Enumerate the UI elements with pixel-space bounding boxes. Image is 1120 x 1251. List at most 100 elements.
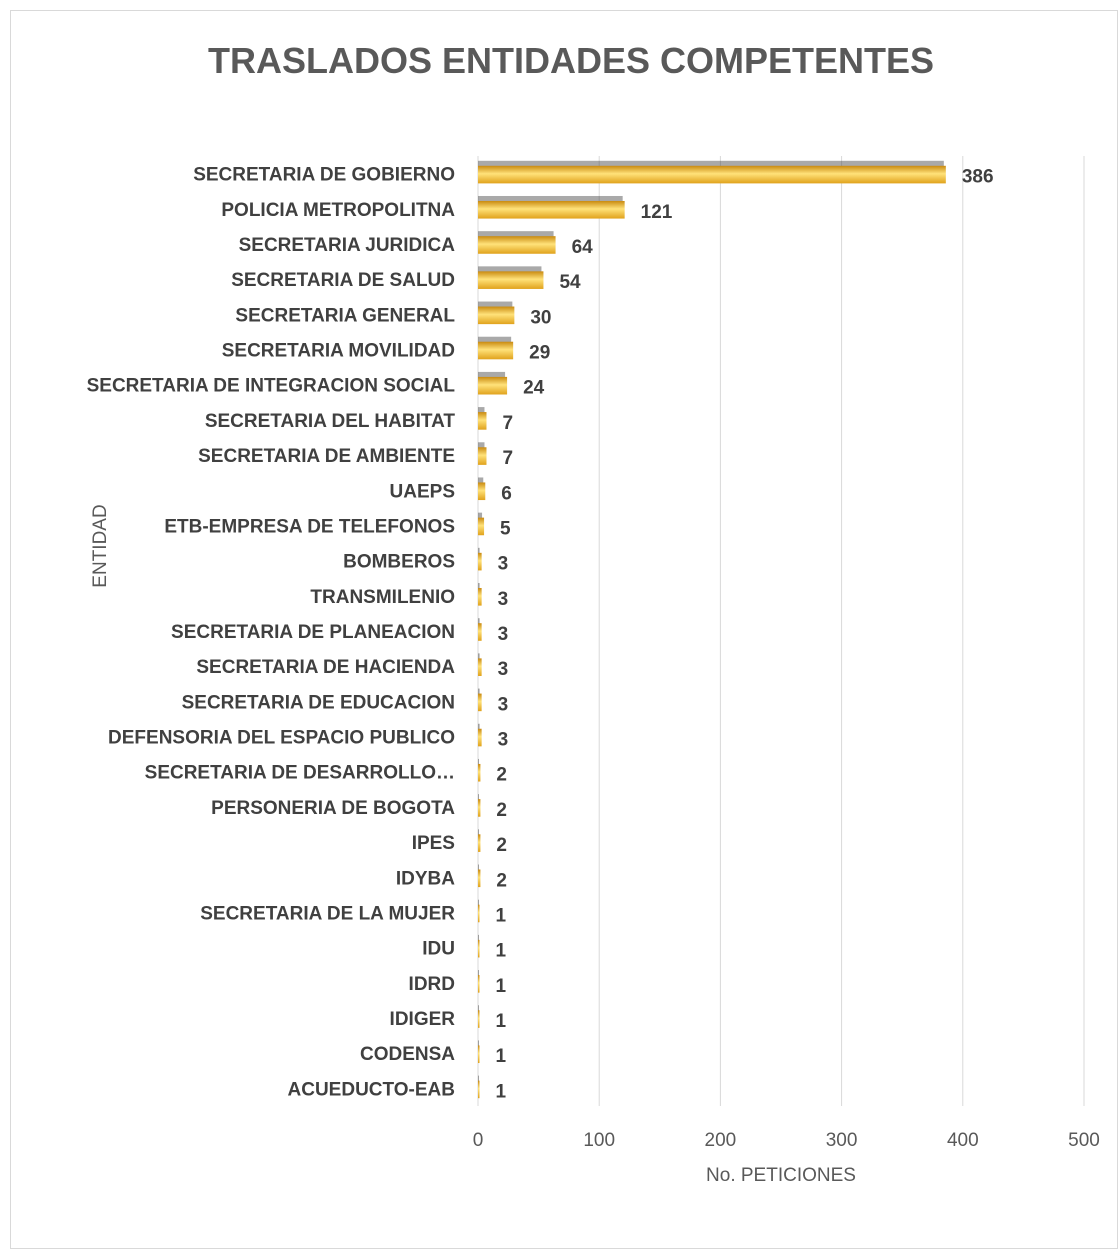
- data-label: 1: [496, 905, 507, 926]
- bar-chart: TRASLADOS ENTIDADES COMPETENTES SECRETAR…: [87, 40, 1100, 1186]
- bar: [478, 693, 482, 712]
- x-tick-labels: 0 100 200 300 400 500: [473, 1130, 1100, 1151]
- data-label: 3: [498, 589, 509, 610]
- bar-shadow: [478, 160, 944, 170]
- x-tick-label: 0: [473, 1130, 484, 1151]
- bar-shadow: [478, 864, 479, 874]
- bar-shadow: [478, 970, 479, 979]
- data-label: 7: [502, 413, 513, 434]
- category-label: ACUEDUCTO-EAB: [288, 1079, 455, 1100]
- bar: [478, 939, 480, 958]
- bar: [478, 904, 480, 923]
- category-label: SECRETARIA DE LA MUJER: [200, 903, 455, 924]
- bar-shadow: [478, 899, 479, 909]
- gridlines: [477, 156, 1085, 1106]
- data-label: 54: [559, 272, 581, 293]
- data-label: 1: [496, 1046, 507, 1067]
- bar: [478, 482, 486, 501]
- bar: [478, 447, 487, 465]
- data-labels: 386 121 64 54 30 29 24 7 7 6 5 3 3 3 3 3 3 2 2 2 2 1 1 1 1 1 1: [496, 167, 994, 1103]
- bar-shadow: [478, 723, 480, 733]
- data-label: 7: [502, 448, 513, 469]
- bar: [478, 799, 481, 817]
- bar: [478, 376, 508, 395]
- bar: [478, 341, 514, 360]
- x-tick-label: 300: [826, 1130, 858, 1151]
- category-label: IDIGER: [390, 1009, 456, 1030]
- data-label: 2: [496, 800, 507, 821]
- x-axis-title: No. PETICIONES: [706, 1165, 856, 1186]
- bar: [478, 200, 625, 219]
- category-label: ETB-EMPRESA DE TELEFONOS: [164, 516, 455, 537]
- x-tick-label: 200: [705, 1130, 737, 1151]
- bar: [478, 1010, 480, 1028]
- data-label: 3: [498, 554, 509, 575]
- bar-shadow: [478, 407, 485, 416]
- category-label: IDRD: [409, 974, 455, 995]
- bar: [478, 728, 482, 747]
- category-label: SECRETARIA DE HACIENDA: [196, 657, 455, 678]
- data-label: 3: [498, 730, 509, 751]
- data-label: 3: [498, 694, 509, 715]
- bar-shadow: [478, 1005, 479, 1015]
- bar-shadow: [478, 934, 479, 944]
- y-axis-title: ENTIDAD: [90, 504, 111, 587]
- chart-frame: TRASLADOS ENTIDADES COMPETENTES SECRETAR…: [10, 10, 1118, 1249]
- bar: [478, 306, 515, 325]
- data-label: 6: [501, 483, 512, 504]
- data-label: 1: [496, 1011, 507, 1032]
- bar: [478, 1080, 480, 1099]
- data-label: 2: [496, 835, 507, 856]
- category-label: IDU: [422, 939, 455, 960]
- bar-shadow: [478, 1040, 479, 1050]
- bar: [478, 552, 482, 571]
- x-tick-label: 100: [583, 1130, 615, 1151]
- category-label: TRANSMILENIO: [310, 587, 455, 608]
- bar: [478, 975, 480, 993]
- category-label: DEFENSORIA DEL ESPACIO PUBLICO: [108, 728, 455, 749]
- bar-shadow: [478, 653, 480, 663]
- category-label: CODENSA: [360, 1044, 455, 1065]
- category-label: SECRETARIA DE INTEGRACION SOCIAL: [87, 376, 456, 397]
- data-label: 1: [496, 1081, 507, 1102]
- bar-shadow: [478, 371, 506, 381]
- data-label: 2: [496, 870, 507, 891]
- category-labels: SECRETARIA DE GOBIERNO POLICIA METROPOLIT…: [87, 165, 456, 1101]
- category-label: PERSONERIA DE BOGOTA: [211, 798, 455, 819]
- bar: [478, 236, 556, 254]
- bar-shadow: [478, 688, 480, 698]
- bar-shadow: [478, 477, 484, 487]
- category-label: SECRETARIA GENERAL: [235, 305, 455, 326]
- bar-shadow: [478, 266, 542, 276]
- bar-shadow: [478, 336, 512, 346]
- category-label: SECRETARIA DE PLANEACION: [171, 622, 455, 643]
- bar-shadow: [478, 231, 554, 240]
- data-label: 1: [496, 976, 507, 997]
- data-label: 3: [498, 659, 509, 680]
- bar: [478, 412, 487, 430]
- bar: [478, 1045, 480, 1064]
- bar-shadow: [478, 301, 513, 311]
- bar: [478, 763, 481, 782]
- bar: [478, 165, 946, 184]
- data-label: 30: [530, 307, 551, 328]
- bar-shadow: [478, 195, 623, 205]
- category-label: SECRETARIA DE AMBIENTE: [198, 446, 455, 467]
- bar-shadow: [478, 547, 480, 557]
- bar: [478, 588, 482, 606]
- data-label: 1: [496, 941, 507, 962]
- data-label: 24: [523, 378, 545, 399]
- x-tick-label: 400: [947, 1130, 979, 1151]
- data-label: 3: [498, 624, 509, 645]
- category-label: IPES: [412, 833, 455, 854]
- chart-title: TRASLADOS ENTIDADES COMPETENTES: [208, 40, 934, 81]
- bar-shadow: [478, 1075, 479, 1085]
- category-label: SECRETARIA DE SALUD: [231, 270, 455, 291]
- category-label: IDYBA: [396, 868, 455, 889]
- bar-shadow: [478, 512, 483, 522]
- bar: [478, 271, 544, 289]
- category-label: UAEPS: [390, 481, 455, 502]
- data-label: 5: [500, 518, 511, 539]
- category-label: SECRETARIA DE DESARROLLO…: [145, 763, 455, 784]
- category-label: SECRETARIA JURIDICA: [239, 235, 456, 256]
